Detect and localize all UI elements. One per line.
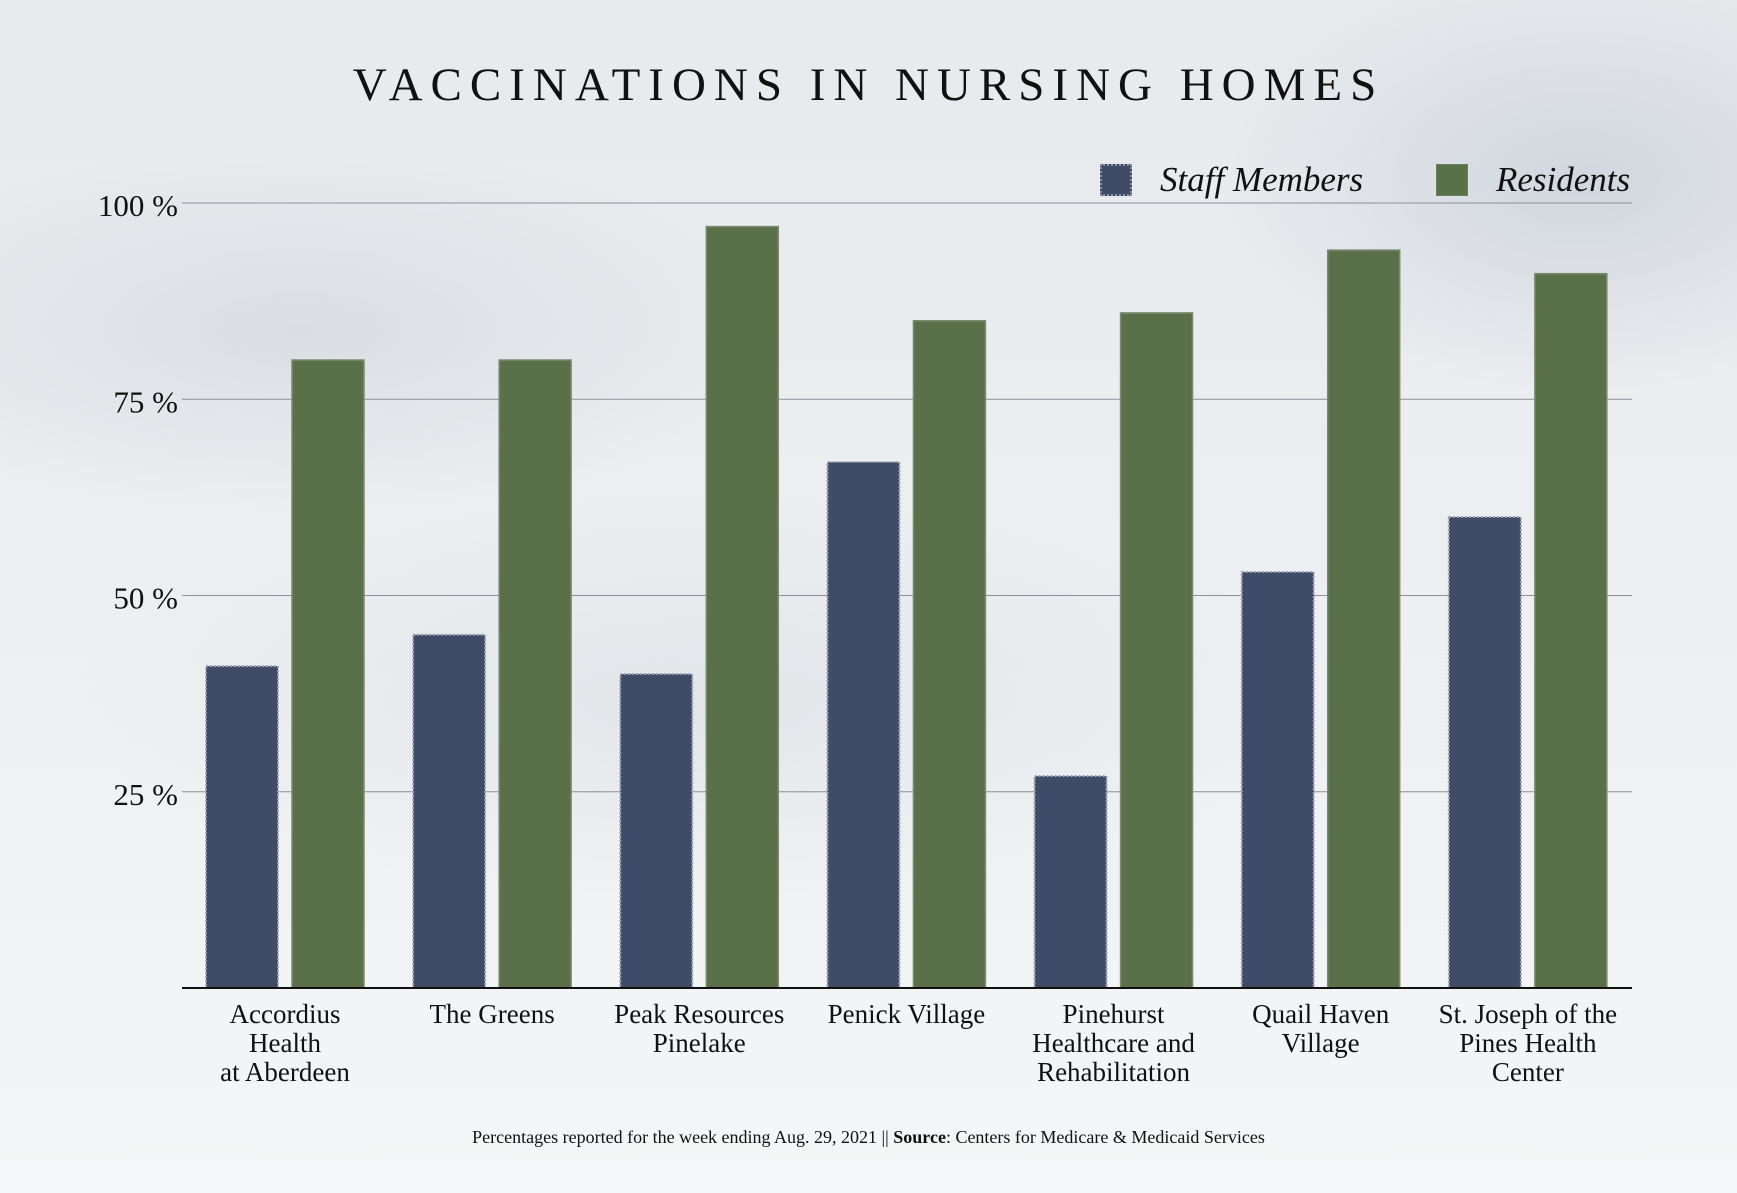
bar-staff (412, 633, 487, 989)
bar-residents (498, 359, 572, 989)
legend-item-staff: Staff Members (1100, 155, 1363, 205)
legend-swatch-staff (1100, 164, 1132, 196)
y-tick-label: 100 % (98, 188, 178, 223)
bar-staff (619, 673, 694, 989)
bar-residents (291, 359, 365, 989)
footnote-text: Percentages reported for the week ending… (472, 1127, 894, 1147)
chart-title: VACCINATIONS IN NURSING HOMES (352, 59, 1385, 111)
y-tick-label: 75 % (113, 384, 178, 419)
legend-label-staff: Staff Members (1160, 160, 1364, 199)
x-category-label: Penick Village (827, 999, 986, 1029)
bar-staff (205, 665, 279, 990)
x-category-label: Quail Haven Village (1252, 999, 1390, 1058)
x-category-label: The Greens (429, 999, 555, 1029)
footnote-source-text: : Centers for Medicare & Medicaid Servic… (945, 1127, 1265, 1147)
bar-residents (912, 320, 987, 989)
bar-residents (1326, 249, 1401, 989)
x-category-label: Accordius Health at Aberdeen (220, 999, 350, 1087)
footnote: Percentages reported for the week ending… (0, 1127, 1737, 1148)
bar-staff (1240, 570, 1315, 989)
legend-swatch-residents (1436, 164, 1468, 196)
bar-residents (705, 225, 780, 989)
footnote-source-label: Source (893, 1127, 946, 1147)
legend-label-residents: Residents (1496, 160, 1631, 199)
bar-residents (1119, 312, 1194, 989)
legend-item-residents: Residents (1436, 155, 1630, 205)
bar-residents (1534, 272, 1608, 989)
y-tick-label: 25 % (113, 777, 178, 812)
bar-staff (826, 461, 901, 989)
x-category-label: St. Joseph of the Pines Health Center (1438, 999, 1618, 1087)
x-category-label: Peak Resources Pinelake (614, 999, 785, 1058)
bar-staff (1033, 775, 1108, 989)
x-category-label: Pinehurst Healthcare and Rehabilitation (1032, 999, 1195, 1087)
bar-staff (1447, 516, 1522, 989)
y-tick-label: 50 % (113, 581, 178, 616)
